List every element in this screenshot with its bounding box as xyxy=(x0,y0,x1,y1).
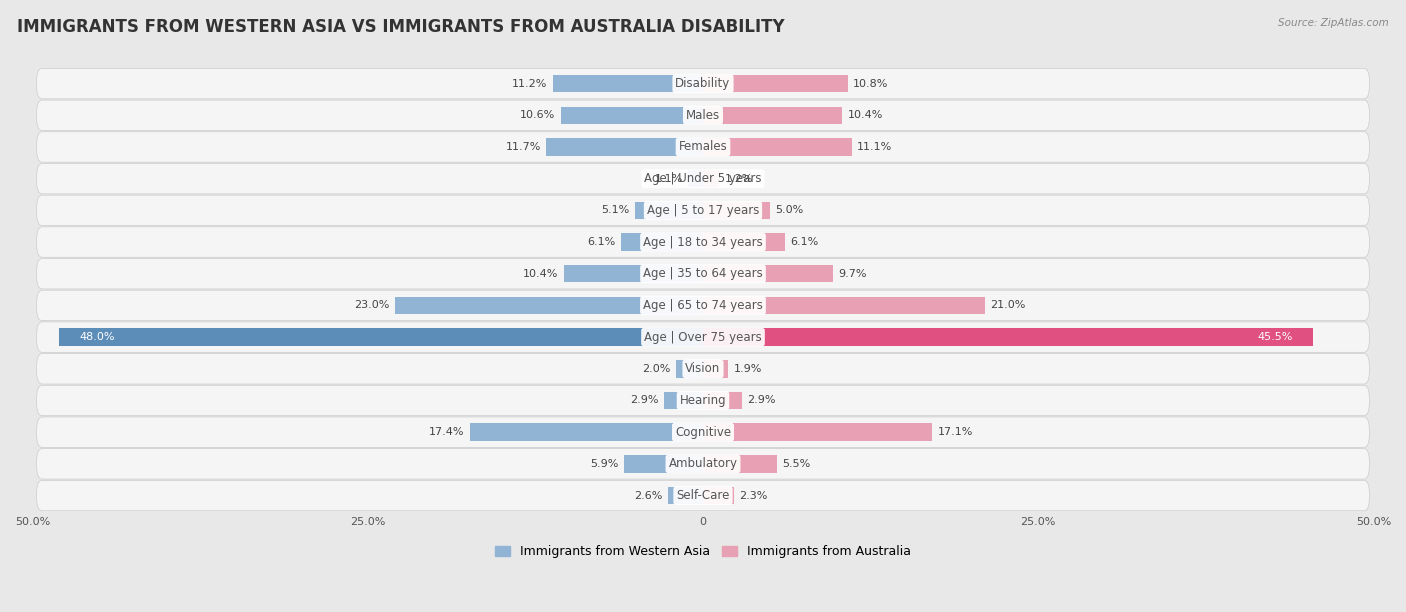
FancyBboxPatch shape xyxy=(37,417,1369,447)
Text: 48.0%: 48.0% xyxy=(80,332,115,342)
Text: Self-Care: Self-Care xyxy=(676,489,730,502)
Legend: Immigrants from Western Asia, Immigrants from Australia: Immigrants from Western Asia, Immigrants… xyxy=(489,540,917,563)
Text: 23.0%: 23.0% xyxy=(354,300,389,310)
Text: 10.4%: 10.4% xyxy=(848,110,883,121)
Text: 1.2%: 1.2% xyxy=(724,174,752,184)
Bar xyxy=(546,138,703,155)
Bar xyxy=(561,106,703,124)
Text: Disability: Disability xyxy=(675,77,731,90)
Bar xyxy=(703,360,728,378)
Bar xyxy=(703,297,984,314)
Text: Age | 35 to 64 years: Age | 35 to 64 years xyxy=(643,267,763,280)
Text: Age | Over 75 years: Age | Over 75 years xyxy=(644,330,762,343)
Text: Age | 65 to 74 years: Age | 65 to 74 years xyxy=(643,299,763,312)
Text: 2.9%: 2.9% xyxy=(630,395,659,406)
Text: 5.0%: 5.0% xyxy=(775,206,804,215)
Bar xyxy=(703,329,1313,346)
Text: 2.0%: 2.0% xyxy=(643,364,671,374)
Text: Females: Females xyxy=(679,141,727,154)
Bar xyxy=(624,455,703,472)
Text: 6.1%: 6.1% xyxy=(588,237,616,247)
Text: Age | Under 5 years: Age | Under 5 years xyxy=(644,172,762,185)
Text: Hearing: Hearing xyxy=(679,394,727,407)
FancyBboxPatch shape xyxy=(37,132,1369,162)
Bar xyxy=(703,392,742,409)
Text: 2.3%: 2.3% xyxy=(740,491,768,501)
Bar xyxy=(703,487,734,504)
FancyBboxPatch shape xyxy=(37,449,1369,479)
FancyBboxPatch shape xyxy=(37,322,1369,353)
Text: 21.0%: 21.0% xyxy=(990,300,1025,310)
Bar xyxy=(395,297,703,314)
FancyBboxPatch shape xyxy=(37,290,1369,321)
Bar xyxy=(668,487,703,504)
Text: 9.7%: 9.7% xyxy=(838,269,868,278)
Text: Age | 18 to 34 years: Age | 18 to 34 years xyxy=(643,236,763,248)
Text: 17.1%: 17.1% xyxy=(938,427,973,437)
Text: 11.2%: 11.2% xyxy=(512,78,547,89)
Bar xyxy=(703,201,770,219)
Text: Males: Males xyxy=(686,109,720,122)
Text: 10.4%: 10.4% xyxy=(523,269,558,278)
Text: 5.5%: 5.5% xyxy=(782,459,810,469)
Text: 11.7%: 11.7% xyxy=(505,142,541,152)
FancyBboxPatch shape xyxy=(37,100,1369,130)
Text: 10.8%: 10.8% xyxy=(853,78,889,89)
Text: Ambulatory: Ambulatory xyxy=(668,457,738,471)
Text: 17.4%: 17.4% xyxy=(429,427,464,437)
Bar xyxy=(689,170,703,187)
FancyBboxPatch shape xyxy=(37,258,1369,289)
Text: 2.9%: 2.9% xyxy=(747,395,776,406)
Bar xyxy=(703,265,832,283)
Text: 10.6%: 10.6% xyxy=(520,110,555,121)
FancyBboxPatch shape xyxy=(37,227,1369,257)
Bar xyxy=(703,233,785,251)
Text: Age | 5 to 17 years: Age | 5 to 17 years xyxy=(647,204,759,217)
Text: 1.9%: 1.9% xyxy=(734,364,762,374)
Text: 1.1%: 1.1% xyxy=(655,174,683,184)
Bar xyxy=(470,424,703,441)
Bar xyxy=(59,329,703,346)
Bar xyxy=(564,265,703,283)
Text: Cognitive: Cognitive xyxy=(675,426,731,439)
FancyBboxPatch shape xyxy=(37,69,1369,99)
Text: 6.1%: 6.1% xyxy=(790,237,818,247)
Bar xyxy=(621,233,703,251)
FancyBboxPatch shape xyxy=(37,480,1369,511)
FancyBboxPatch shape xyxy=(37,386,1369,416)
Bar xyxy=(703,138,852,155)
Text: 45.5%: 45.5% xyxy=(1257,332,1294,342)
FancyBboxPatch shape xyxy=(37,163,1369,194)
Bar xyxy=(703,170,718,187)
Bar xyxy=(703,106,842,124)
Text: Source: ZipAtlas.com: Source: ZipAtlas.com xyxy=(1278,18,1389,28)
FancyBboxPatch shape xyxy=(37,354,1369,384)
Text: IMMIGRANTS FROM WESTERN ASIA VS IMMIGRANTS FROM AUSTRALIA DISABILITY: IMMIGRANTS FROM WESTERN ASIA VS IMMIGRAN… xyxy=(17,18,785,36)
Bar xyxy=(703,75,848,92)
Bar xyxy=(553,75,703,92)
Bar xyxy=(664,392,703,409)
Bar xyxy=(703,424,932,441)
Text: 11.1%: 11.1% xyxy=(858,142,893,152)
Text: Vision: Vision xyxy=(685,362,721,375)
Text: 5.9%: 5.9% xyxy=(591,459,619,469)
FancyBboxPatch shape xyxy=(37,195,1369,226)
Bar xyxy=(634,201,703,219)
Text: 5.1%: 5.1% xyxy=(600,206,630,215)
Text: 2.6%: 2.6% xyxy=(634,491,662,501)
Bar xyxy=(676,360,703,378)
Bar xyxy=(703,455,776,472)
